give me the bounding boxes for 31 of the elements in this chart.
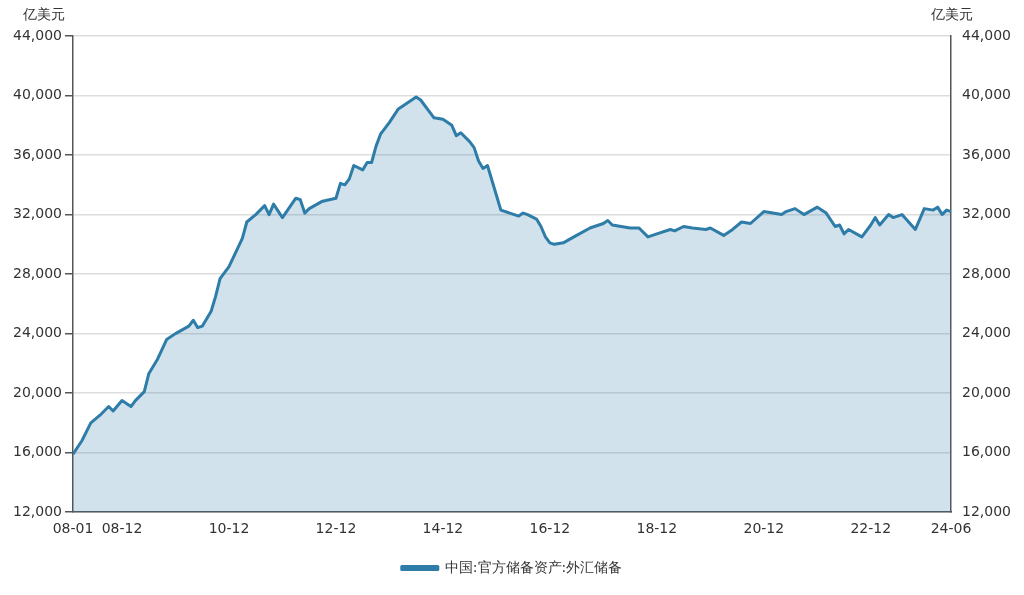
y-tick-label: 40,000 [12, 86, 62, 103]
y2-axis-title: 亿美元 [931, 6, 973, 24]
x-tick-label: 12-12 [315, 520, 357, 537]
x-tick-label: 10-12 [208, 520, 250, 537]
y-tick-label: 44,000 [12, 26, 62, 43]
x-tick-label: 08-01 [52, 520, 94, 537]
y2-tick-label: 28,000 [962, 264, 1012, 281]
y-tick-label: 24,000 [12, 324, 62, 341]
y-tick-label: 36,000 [12, 145, 62, 162]
y-tick-label: 20,000 [12, 383, 62, 400]
y-tick-label: 16,000 [12, 443, 62, 460]
legend-label: 中国:官方储备资产:外汇储备 [444, 558, 623, 575]
x-tick-label: 18-12 [636, 520, 678, 537]
y2-tick-label: 44,000 [962, 26, 1012, 43]
y2-tick-label: 36,000 [962, 145, 1012, 162]
x-tick-label: 20-12 [743, 520, 785, 537]
y2-tick-label: 16,000 [962, 443, 1012, 460]
y2-tick-label: 32,000 [962, 205, 1012, 222]
x-tick-label: 14-12 [422, 520, 464, 537]
y2-tick-label: 40,000 [962, 86, 1012, 103]
x-tick-label: 24-06 [930, 520, 972, 537]
y-axis-title: 亿美元 [22, 6, 65, 24]
x-tick-label: 16-12 [529, 520, 571, 537]
y2-tick-label: 12,000 [962, 502, 1012, 519]
x-tick-label: 08-12 [101, 520, 143, 537]
x-tick-label: 22-12 [850, 520, 892, 537]
y-tick-label: 32,000 [12, 205, 62, 222]
y-tick-label: 12,000 [12, 502, 62, 519]
y2-tick-label: 24,000 [962, 324, 1012, 341]
y-tick-label: 28,000 [12, 264, 62, 281]
y2-tick-label: 20,000 [962, 383, 1012, 400]
